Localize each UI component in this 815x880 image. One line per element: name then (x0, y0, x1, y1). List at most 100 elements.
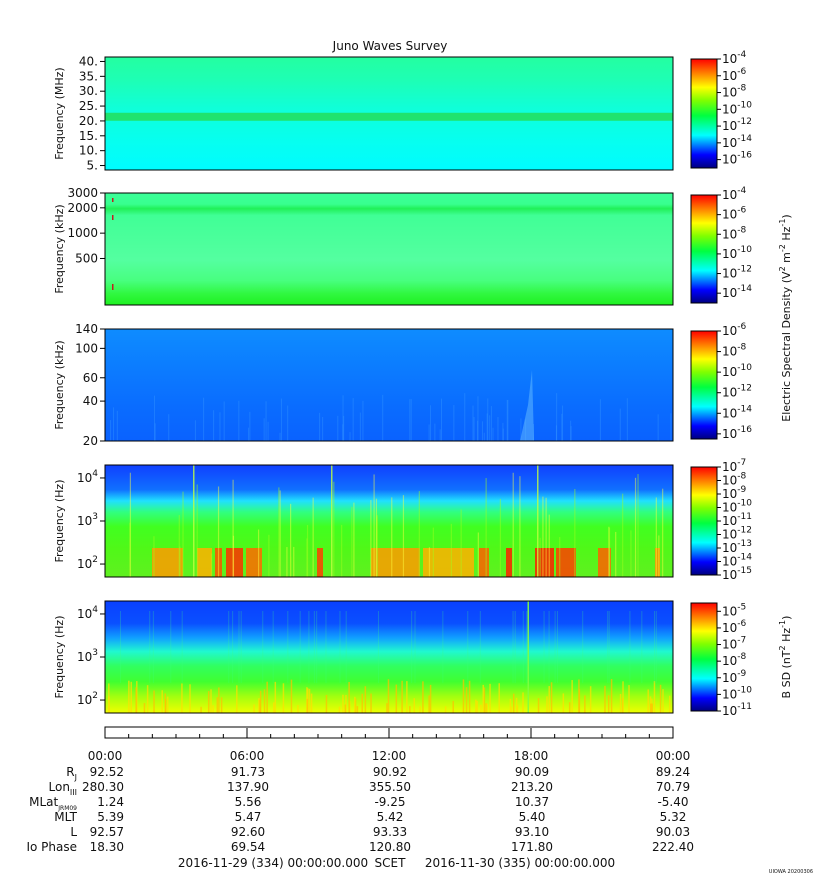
intensity-burst (479, 548, 489, 577)
vertical-streak (351, 506, 353, 577)
vertical-streak (181, 611, 183, 683)
colorbar-gradient (690, 58, 718, 169)
vertical-streak (232, 535, 235, 577)
low-freq-spike (401, 680, 403, 713)
emission-streak (342, 395, 344, 441)
emission-streak (561, 413, 563, 441)
emission-streak (486, 413, 488, 441)
spectrogram-hfr-low (105, 193, 673, 305)
emission-streak (265, 401, 267, 441)
emission-streak (477, 420, 479, 441)
magnetic-colorbar-label: B SD (nT2 Hz-1) (778, 616, 793, 699)
y-tick-label: 20 (83, 434, 98, 448)
low-freq-spike (253, 704, 255, 713)
low-freq-spike (516, 705, 519, 713)
panel-hfr-high: 5.10.15.20.25.30.35.40. Frequency (MHz) 10… (53, 50, 752, 173)
vertical-streak (630, 530, 632, 577)
low-freq-spike (266, 681, 268, 713)
colorbar-tick-label: 10-4 (722, 186, 747, 202)
emission-streak (507, 399, 509, 441)
low-freq-spike (510, 706, 513, 713)
ephem-value: 120.80 (369, 840, 411, 854)
ephem-value: 5.40 (519, 810, 546, 824)
low-freq-spike (306, 698, 309, 713)
emission-streak (657, 414, 659, 441)
low-freq-spike (498, 683, 500, 713)
vertical-streak (450, 523, 452, 577)
emission-streak (555, 425, 557, 441)
y-tick-label: 40 (83, 394, 98, 408)
colorbar-tick-label: 10-6 (722, 322, 747, 338)
low-freq-spike (189, 684, 191, 713)
panel-frame (104, 328, 674, 442)
low-freq-spike (282, 683, 285, 713)
emission-streak (489, 415, 491, 441)
low-freq-spike (153, 690, 155, 713)
y-tick-label: 100 (75, 341, 98, 355)
low-freq-spike (428, 695, 430, 713)
vertical-streak (287, 611, 289, 683)
emission-streak (472, 405, 474, 441)
low-freq-spike (546, 696, 548, 713)
ephem-value: 18.30 (90, 840, 124, 854)
vertical-streak (373, 474, 375, 577)
ephem-label: MLT (54, 810, 77, 824)
y-tick-label: 40. (79, 54, 98, 68)
emission-streak (520, 418, 522, 441)
vertical-streak (622, 493, 624, 577)
emission-streak (481, 421, 483, 441)
low-freq-spike (571, 680, 573, 713)
low-freq-spike (489, 683, 491, 713)
low-freq-spike (476, 700, 478, 713)
y-tick-label: 102 (77, 691, 98, 707)
colorbar-tick-label: 10-10 (722, 245, 752, 261)
low-freq-spike (475, 699, 477, 713)
y-tick-label: 1000 (67, 226, 98, 240)
ephem-label: Io Phase (26, 840, 77, 854)
low-freq-spike (568, 702, 571, 713)
intensity-burst (246, 548, 262, 577)
ephem-value: 5.42 (377, 810, 404, 824)
spike-mark (112, 198, 114, 202)
vertical-streak (377, 611, 379, 683)
vertical-streak (629, 611, 631, 683)
vertical-streak (149, 611, 151, 683)
x-tick-label: 18:00 (514, 749, 549, 763)
emission-streak (279, 432, 281, 441)
vertical-streak (268, 534, 270, 577)
vertical-streak (257, 529, 260, 577)
colorbar-tick-label: 10-16 (722, 151, 752, 167)
low-freq-spike (181, 683, 183, 713)
emission-streak (440, 398, 442, 441)
vertical-streak (312, 497, 314, 577)
low-freq-spike (619, 694, 622, 713)
vertical-streak (654, 611, 656, 683)
vertical-streak (615, 531, 617, 577)
low-freq-spike (210, 689, 212, 713)
emission-streak (287, 405, 289, 441)
version-stamp: UIOWA 20200306 (769, 869, 813, 875)
vertical-streak (308, 611, 310, 683)
emission-streak (110, 420, 112, 441)
ephem-value: 92.57 (90, 825, 124, 839)
emission-streak (439, 429, 441, 441)
vertical-streak (477, 532, 479, 577)
emission-streak (599, 399, 601, 441)
colorbar-gradient (690, 602, 718, 712)
vertical-streak (514, 611, 516, 683)
ephem-value: 10.37 (515, 795, 549, 809)
y-tick-label: 35. (79, 69, 98, 83)
low-freq-spike (653, 681, 656, 713)
colorbar-lfr-e: 10-710-810-910-1010-1110-1210-1310-1410-… (690, 458, 752, 582)
ephem-value: -9.25 (374, 795, 405, 809)
ephem-value: 1.24 (97, 795, 124, 809)
low-freq-spike (273, 702, 275, 713)
y-tick-label: 103 (77, 512, 98, 528)
vertical-streak (655, 497, 657, 577)
emission-streak (477, 396, 479, 441)
emission-streak (619, 408, 621, 441)
low-freq-spike (207, 691, 210, 713)
vertical-streak (526, 611, 528, 683)
